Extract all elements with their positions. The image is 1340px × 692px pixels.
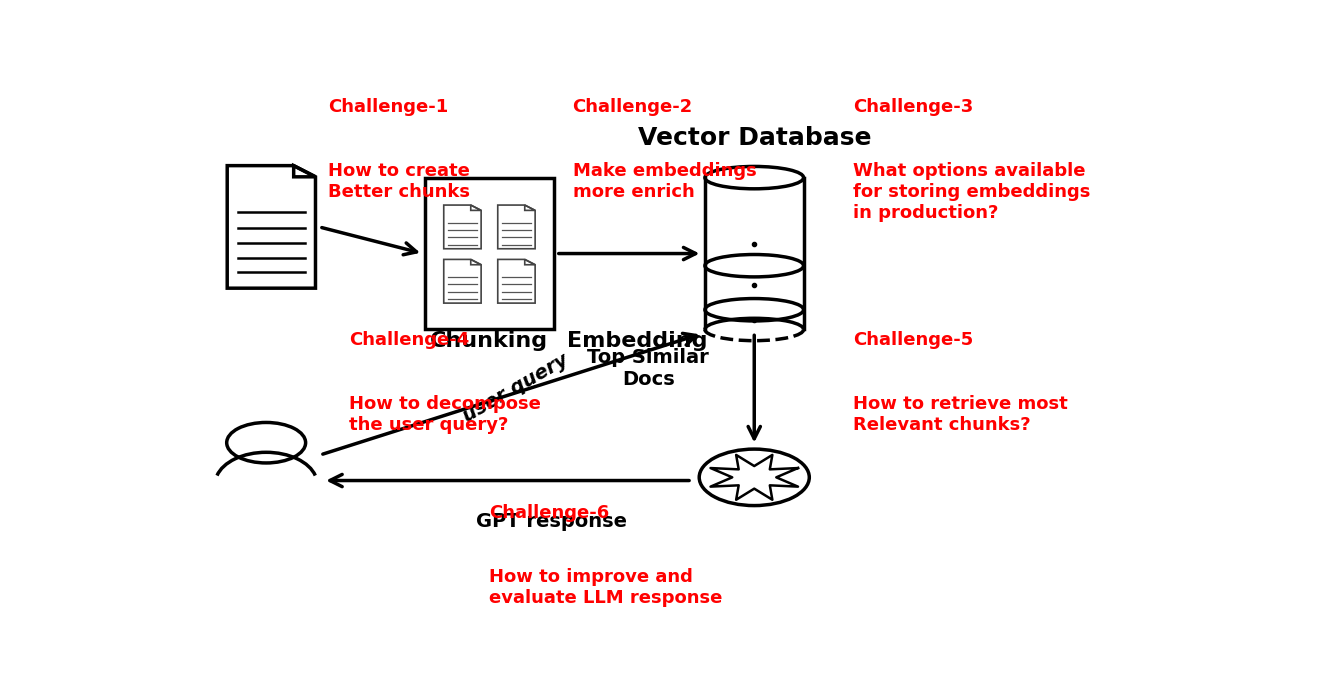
Text: Chunking: Chunking [430, 331, 548, 352]
Text: Challenge-5: Challenge-5 [854, 331, 973, 349]
Text: Embedding: Embedding [567, 331, 708, 352]
Text: Challenge-3: Challenge-3 [854, 98, 973, 116]
Text: Make embeddings
more enrich: Make embeddings more enrich [572, 162, 756, 201]
Text: How to retrieve most
Relevant chunks?: How to retrieve most Relevant chunks? [854, 394, 1068, 434]
Text: Vector Database: Vector Database [638, 126, 871, 149]
Text: GPT response: GPT response [476, 511, 627, 531]
Text: user query: user query [460, 350, 572, 426]
Text: What options available
for storing embeddings
in production?: What options available for storing embed… [854, 162, 1091, 221]
Text: How to improve and
evaluate LLM response: How to improve and evaluate LLM response [489, 568, 722, 607]
Ellipse shape [705, 167, 804, 189]
Text: How to decompose
the user query?: How to decompose the user query? [350, 394, 541, 434]
Text: Top Similar
Docs: Top Similar Docs [587, 347, 709, 389]
Text: Challenge-6: Challenge-6 [489, 504, 610, 522]
Text: Challenge-4: Challenge-4 [350, 331, 469, 349]
Text: How to create
Better chunks: How to create Better chunks [328, 162, 470, 201]
Text: Challenge-2: Challenge-2 [572, 98, 693, 116]
Bar [425, 178, 555, 329]
Text: Challenge-1: Challenge-1 [328, 98, 449, 116]
